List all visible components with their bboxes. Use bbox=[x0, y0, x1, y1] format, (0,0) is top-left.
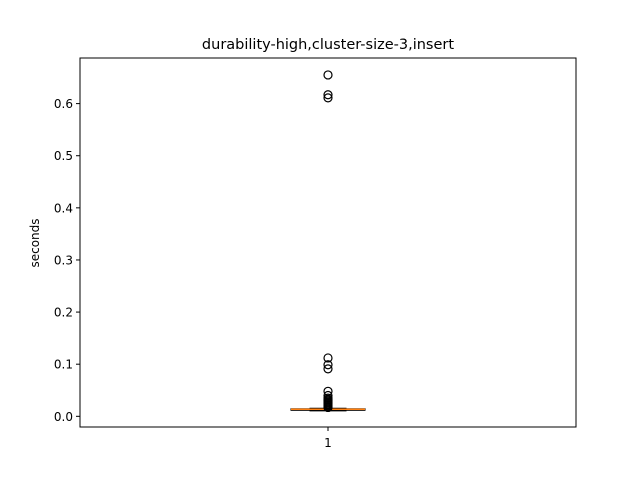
y-tick-label: 0.2 bbox=[54, 306, 73, 320]
y-tick-label: 0.3 bbox=[54, 253, 73, 267]
y-tick-label: 0.4 bbox=[54, 201, 73, 215]
outlier-point bbox=[323, 360, 333, 370]
outlier-point bbox=[323, 402, 333, 413]
x-tick-label: 1 bbox=[324, 436, 332, 450]
outlier-point bbox=[323, 353, 333, 363]
y-tick-label: 0.1 bbox=[54, 358, 73, 372]
outlier-points bbox=[323, 70, 333, 413]
y-tick-label: 0.0 bbox=[54, 410, 73, 424]
y-axis: 0.0 0.1 0.2 0.3 0.4 0.5 0.6 bbox=[54, 97, 80, 424]
outlier-point bbox=[323, 93, 333, 103]
outlier-point bbox=[323, 70, 333, 80]
y-axis-label: seconds bbox=[28, 218, 42, 267]
plot-frame bbox=[79, 57, 577, 428]
x-axis: 1 bbox=[324, 427, 332, 450]
y-tick-label: 0.6 bbox=[54, 97, 73, 111]
chart-title: durability-high,cluster-size-3,insert bbox=[202, 37, 454, 53]
y-tick-label: 0.5 bbox=[54, 149, 73, 163]
outlier-point bbox=[323, 364, 333, 374]
outlier-point bbox=[323, 90, 333, 100]
